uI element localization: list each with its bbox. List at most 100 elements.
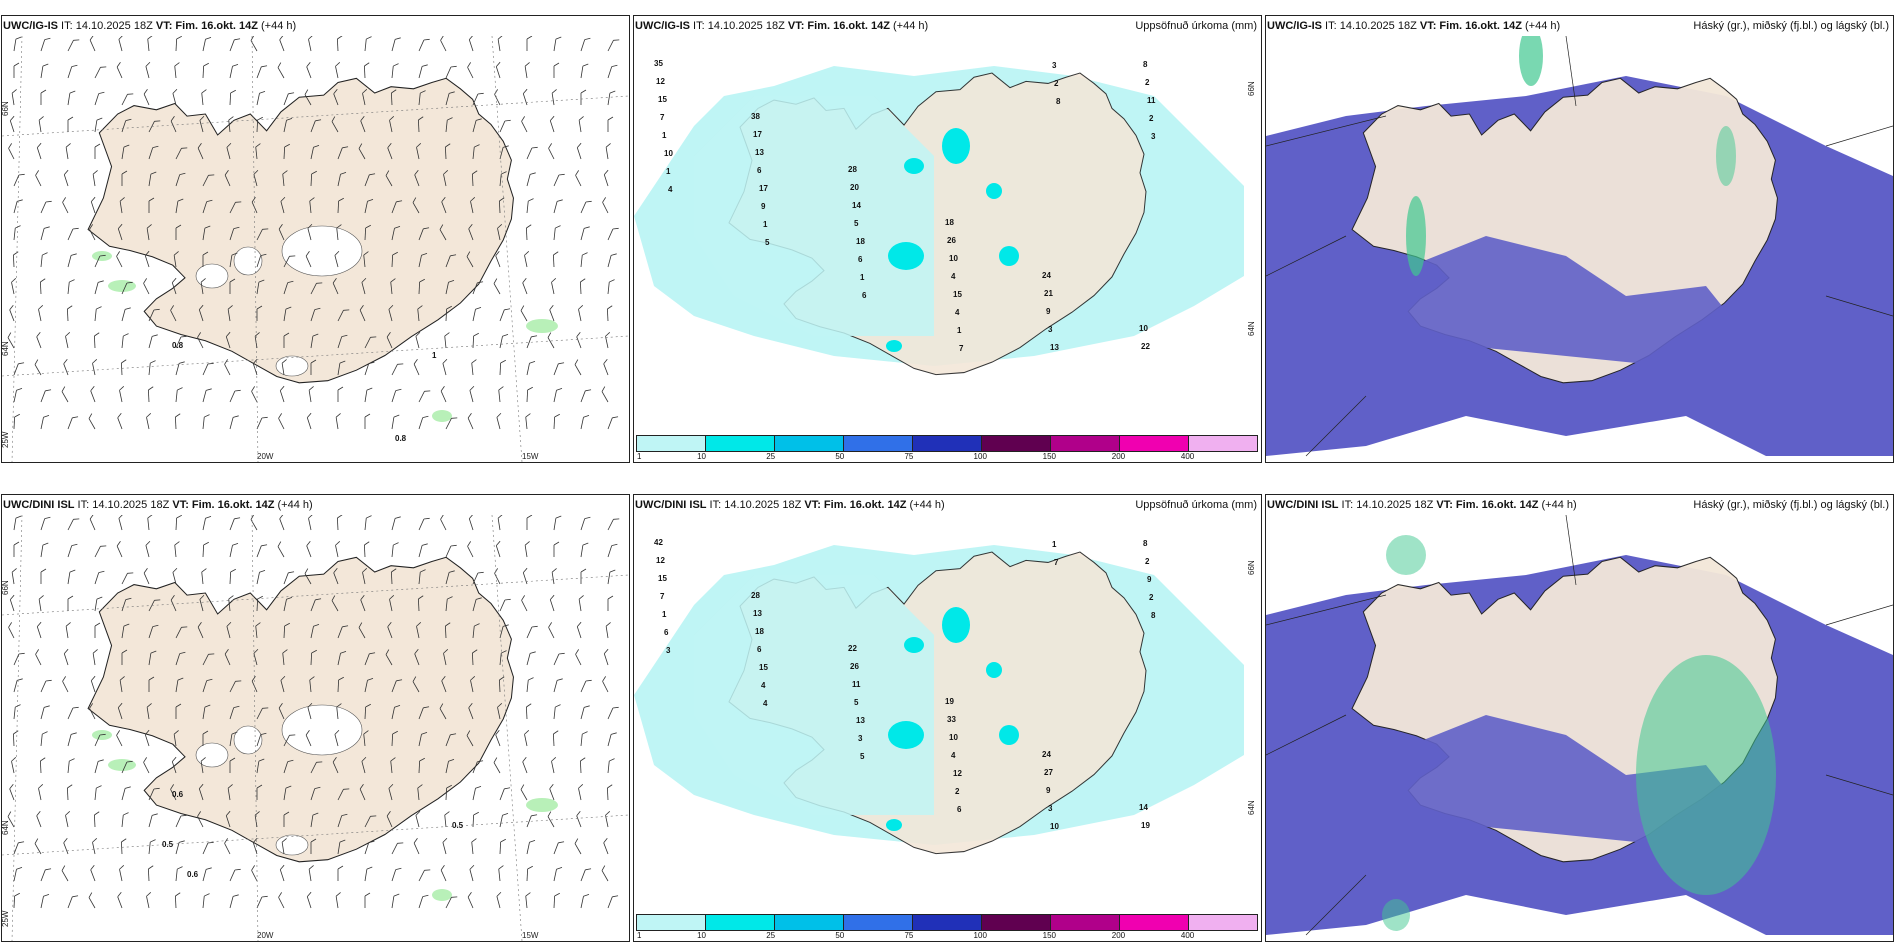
lead-time: (+44 h) (261, 20, 297, 32)
lead-time: (+44 h) (1541, 499, 1577, 511)
precip-value-label: 17 (753, 130, 762, 139)
precip-colorbar (636, 914, 1258, 931)
valid-time-value: Fim. 16.okt. 14Z (823, 499, 910, 511)
precip-value-label: 26 (947, 236, 956, 245)
glacier (275, 355, 309, 377)
precip-value-label: 3 (1151, 132, 1156, 141)
precip-value-label: 9 (761, 202, 766, 211)
wind-barbs (7, 36, 620, 430)
valid-time-label: VT: (1419, 20, 1440, 32)
precip-value-label: 28 (751, 591, 760, 600)
valid-time-label: VT: (787, 20, 808, 32)
precip-value-label: 33 (947, 715, 956, 724)
colorbar-segment (775, 436, 844, 451)
map-precip: 3538281824101217202621221513141098765432… (634, 36, 1261, 462)
longitude-label: 20W (257, 452, 274, 461)
latitude-label: 25W (2, 910, 10, 927)
lat-lon-grid (2, 36, 629, 462)
precip-value-label: 5 (854, 219, 859, 228)
colorbar-tick-label: 75 (904, 931, 914, 940)
map-precip: 4228221924141213263327191518111098765432… (634, 515, 1261, 941)
colorbar-segment (913, 915, 982, 930)
precip-value-label: 4 (951, 272, 956, 281)
map-cloud (1266, 515, 1893, 941)
model-name: UWC/IG-IS (1267, 20, 1322, 32)
precip-value-label: 2 (955, 787, 960, 796)
field-title: Uppsöfnuð úrkoma (mm) (1135, 20, 1257, 32)
precip-area-land (694, 575, 934, 815)
wind-gust-area (108, 759, 136, 771)
precip-value-label: 5 (860, 752, 865, 761)
panel-wind-igis: UWC/IG-IS IT: 14.10.2025 18Z VT: Fim. 16… (1, 15, 630, 463)
model-name: UWC/IG-IS (3, 20, 58, 32)
precip-value-label: 11 (1147, 96, 1156, 105)
init-time-label: IT: (1322, 20, 1340, 32)
wind-value-label: 0.6 (187, 870, 199, 879)
precip-value-label: 2 (1145, 78, 1150, 87)
precip-value-label: 18 (755, 627, 764, 636)
lat-lon-grid (1266, 36, 1893, 457)
map-wind: 66N 64N 25W 20W 15W 0.6 0.5 0.5 0.6 (2, 515, 629, 941)
colorbar-ticks: 1 10 25 50 75 100 150 200 400 (636, 931, 1258, 941)
precip-value-label: 17 (759, 184, 768, 193)
precip-value-label: 3 (1048, 804, 1053, 813)
model-name: UWC/DINI ISL (1267, 499, 1339, 511)
map-cloud (1266, 36, 1893, 462)
precip-value-label: 10 (664, 149, 673, 158)
precip-value-label: 7 (959, 344, 964, 353)
precip-value-label: 6 (862, 291, 867, 300)
colorbar-segment (1120, 436, 1189, 451)
precip-value-label: 15 (658, 574, 667, 583)
precip-value-label: 6 (757, 645, 762, 654)
valid-time-value: Fim. 16.okt. 14Z (807, 20, 894, 32)
precip-value-label: 15 (759, 663, 768, 672)
precip-value-label: 15 (658, 95, 667, 104)
colorbar-segment (706, 915, 775, 930)
precip-value-label: 4 (955, 308, 960, 317)
lead-time: (+44 h) (909, 499, 945, 511)
high-cloud-area (1519, 36, 1543, 86)
valid-time-value: Fim. 16.okt. 14Z (191, 499, 278, 511)
precip-value-label: 3 (1052, 61, 1057, 70)
precip-value-label: 7 (660, 592, 665, 601)
precip-value-label: 21 (1044, 289, 1053, 298)
valid-time-value: Fim. 16.okt. 14Z (1439, 20, 1526, 32)
precip-value-label: 20 (850, 183, 859, 192)
precip-value-label: 13 (753, 609, 762, 618)
colorbar-tick-label: 200 (1111, 931, 1126, 940)
wind-value-label: 0.8 (395, 434, 407, 443)
wind-value-label: 0.5 (452, 821, 464, 830)
colorbar-tick-label: 25 (766, 931, 776, 940)
precip-value-label: 4 (761, 681, 766, 690)
precip-value-label: 10 (1050, 822, 1059, 831)
precip-value-label: 26 (850, 662, 859, 671)
glacier (195, 742, 229, 768)
init-time-label: IT: (58, 20, 76, 32)
colorbar-tick-label: 200 (1111, 452, 1126, 461)
precip-value-label: 5 (765, 238, 770, 247)
high-cloud-area (1636, 655, 1776, 895)
panel-header: UWC/IG-IS IT: 14.10.2025 18Z VT: Fim. 16… (634, 16, 1261, 36)
precip-value-label: 12 (953, 769, 962, 778)
precip-value-label: 24 (1042, 271, 1051, 280)
panel-header: UWC/IG-IS IT: 14.10.2025 18Z VT: Fim. 16… (2, 16, 629, 36)
colorbar-tick-label: 400 (1180, 452, 1195, 461)
panel-cloud-dini: UWC/DINI ISL IT: 14.10.2025 18Z VT: Fim.… (1265, 494, 1894, 942)
colorbar-ticks: 1 10 25 50 75 100 150 200 400 (636, 452, 1258, 462)
precip-value-label: 2 (1149, 593, 1154, 602)
map-wind: 66N 64N 25W 20W 15W 0.8 1 0.8 (2, 36, 629, 462)
precip-core (986, 183, 1002, 199)
high-cloud-area (1382, 899, 1410, 931)
glacier (233, 246, 263, 276)
precip-value-label: 22 (1141, 342, 1150, 351)
colorbar-tick-label: 50 (835, 931, 845, 940)
wind-value-label: 0.6 (172, 790, 184, 799)
valid-time-value: Fim. 16.okt. 14Z (1455, 499, 1542, 511)
field-title: Háský (gr.), miðský (fj.bl.) og lágský (… (1693, 20, 1889, 32)
precip-value-label: 13 (755, 148, 764, 157)
init-time-value: 14.10.2025 18Z (75, 20, 156, 32)
precip-value-label: 11 (852, 680, 861, 689)
precip-value-label: 1 (763, 220, 768, 229)
lat-lon-grid (2, 515, 629, 941)
precip-core (904, 158, 924, 174)
